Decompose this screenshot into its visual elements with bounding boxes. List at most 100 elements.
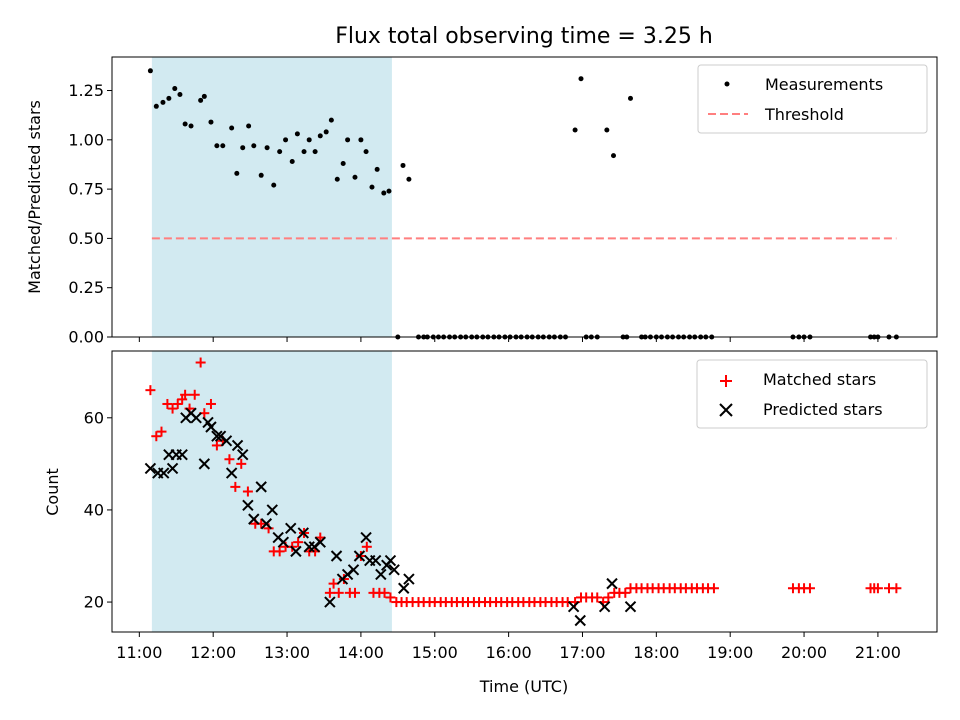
matched-star-point [145,385,156,396]
measurement-point [312,149,318,155]
measurement-point [345,137,351,143]
predicted-star-point [303,541,315,553]
measurement-points [147,68,899,340]
matched-star-point [891,583,902,594]
measurement-point [294,131,300,137]
matched-star-point [349,587,360,598]
top-x-ticks [138,337,879,342]
matched-star-point [236,458,247,469]
count-points [144,357,902,627]
x-tick-label: 20:00 [781,643,827,662]
legend-predicted-marker [719,403,733,417]
predicted-star-point [297,527,310,539]
x-tick-label: 18:00 [633,643,679,662]
predicted-star-point [330,550,343,562]
matched-star-point [224,454,235,465]
matched-star-point [180,389,191,400]
predicted-star-point [190,412,202,424]
measurement-point [283,137,289,143]
predicted-star-point [398,582,410,594]
measurement-point [358,137,364,143]
x-tick-label: 16:00 [486,643,532,662]
measurement-point [328,117,334,123]
predicted-star-point [237,448,249,461]
measurement-point [201,93,207,99]
measurement-point [147,68,153,74]
measurement-point [578,76,584,82]
matched-star-point [162,398,173,409]
top-y-tick-label: 1.25 [68,81,104,100]
measurement-point [182,121,188,127]
predicted-star-point [157,467,170,479]
legend-predicted-label: Predicted stars [763,400,883,419]
predicted-star-point [266,504,278,516]
bottom-y-tick-label: 20 [84,593,104,612]
matched-star-point [172,398,183,409]
matched-star-point [324,587,335,598]
matched-star-point [189,389,200,400]
measurement-point [208,119,214,125]
legend-matched-label: Matched stars [763,370,876,389]
measurement-point [386,188,392,194]
measurement-point [198,97,204,103]
predicted-star-point [624,600,637,613]
top-y-axis-label: Matched/Predicted stars [25,100,44,294]
matched-star-point [603,592,614,603]
top-y-tick-label: 0.25 [68,278,104,297]
top-panel: 0.00 0.25 0.50 0.75 1.00 1.25 Matched/Predict… [25,56,938,347]
measurement-point [220,143,226,149]
predicted-star-point [166,462,179,475]
measurement-point [374,166,380,172]
x-axis-label: Time (UTC) [479,677,568,696]
top-y-tick-label: 0.00 [68,328,104,347]
top-legend: Measurements Threshold [697,64,928,134]
x-tick-label: 12:00 [190,643,236,662]
matched-star-point [205,398,216,409]
bottom-y-ticks: 20 40 60 [84,408,112,612]
matched-star-point [167,403,178,414]
measurement-point [246,123,252,129]
predicted-star-point [176,448,188,461]
bottom-observing-interval-shade [151,351,392,632]
predicted-star-point [211,430,223,442]
predicted-star-point [375,568,387,581]
top-y-tick-label: 0.50 [68,229,104,248]
measurement-point [271,182,277,188]
top-y-ticks: 0.00 0.25 0.50 0.75 1.00 1.25 [68,81,112,347]
measurement-point [381,190,387,196]
predicted-star-point [260,518,273,530]
measurement-point [166,95,172,101]
matched-star-point [242,486,253,497]
predicted-star-point [403,573,415,585]
chart-title: Flux total observing time = 3.25 h [335,24,713,49]
measurement-point [251,143,257,149]
matched-star-point [211,440,222,451]
bottom-y-axis-label: Count [43,468,62,516]
measurement-point [323,129,329,135]
legend-measurements-label: Measurements [765,75,883,94]
measurement-point [258,172,264,178]
predicted-star-point [314,536,326,548]
bottom-y-tick-label: 40 [84,500,104,519]
predicted-star-point [606,577,618,590]
predicted-star-point [205,421,217,433]
measurement-point [229,125,235,131]
measurement-point [264,145,270,151]
matched-star-point [385,592,396,603]
predicted-star-point [248,513,260,525]
measurement-point [289,159,295,165]
x-tick-label: 21:00 [855,643,901,662]
matched-star-point [872,583,883,594]
measurement-point [306,137,312,143]
measurement-point [400,162,406,168]
matched-star-point [620,587,631,598]
predicted-star-point [231,439,244,452]
predicted-star-point [277,536,290,548]
matched-star-point [804,583,815,594]
predicted-star-point [242,499,254,512]
top-legend-box [697,64,928,134]
bottom-legend-box [696,359,928,429]
matched-star-point [156,426,167,437]
predicted-star-point [353,550,366,562]
